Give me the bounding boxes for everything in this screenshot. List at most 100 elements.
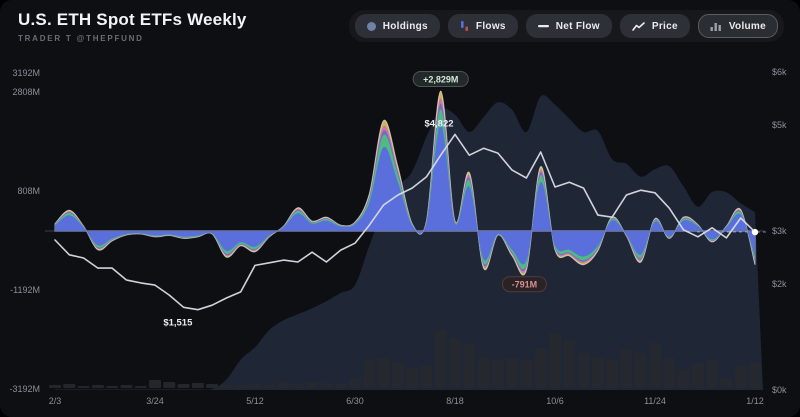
annotation-price-label: $4,822 [424,118,453,129]
volume-bar [134,386,147,388]
left-axis-tick-label: -1192M [10,285,40,295]
volume-bar [577,353,590,388]
volume-bars-icon [710,22,721,31]
volume-bar [291,384,304,388]
volume-bar [406,368,419,388]
volume-bar [363,360,376,388]
volume-bar [663,358,676,388]
price-zigzag-icon [632,21,645,31]
volume-bar [206,384,219,388]
price-toggle-label: Price [651,20,678,32]
holdings-toggle-label: Holdings [382,20,428,32]
flows-toggle-button[interactable]: Flows [447,14,518,38]
price-end-dot [751,228,759,236]
volume-bar [591,358,604,388]
volume-bar [749,363,761,388]
annotations: +2,829M $4,822 -791M $1,515 [163,71,547,329]
page-title: U.S. ETH Spot ETFs Weekly [18,10,247,29]
volume-bar [334,384,347,388]
volume-bar [506,358,519,388]
left-axis-tick-label: 2808M [12,87,40,97]
volume-bar [677,370,690,388]
left-axis-tick-label: 808M [17,186,40,196]
volume-bar [620,350,633,388]
right-axis-labels: $6k $5k $3k $2k $0k [772,67,787,395]
x-axis-tick-label: 11/24 [644,396,666,406]
volume-bar [149,380,161,388]
volume-bar [563,340,576,388]
x-axis-tick-label: 8/18 [446,396,464,406]
volume-bars [49,330,761,388]
volume-bar [391,362,404,388]
netflow-stacked-area [54,90,756,276]
flows-bars-icon [460,20,468,31]
flows-toggle-label: Flows [475,20,506,32]
right-axis-tick-label: $6k [772,67,787,77]
right-axis-tick-label: $0k [772,385,787,395]
annotation-badge-text: -791M [512,279,538,289]
x-axis-tick-label: 2/3 [49,396,62,406]
volume-bar [463,344,476,388]
holdings-toggle-button[interactable]: Holdings [354,14,440,38]
volume-bar [691,363,704,388]
volume-bar [520,360,533,388]
volume-bar [477,358,490,388]
holdings-area [55,95,763,390]
right-axis-tick-label: $3k [772,226,787,236]
netflow-toggle-label: Net Flow [555,20,600,32]
annotation-badge-negative [501,276,547,293]
volume-bar [277,383,290,388]
netflow-toggle-button[interactable]: Net Flow [525,14,612,38]
x-axis-tick-label: 1/12 [746,396,764,406]
right-axis-tick-label: $5k [772,120,787,130]
right-axis-tick-label: $2k [772,279,787,289]
x-axis-tick-label: 6/30 [346,396,364,406]
x-axis-tick-label: 3/24 [146,396,164,406]
header-titles: U.S. ETH Spot ETFs Weekly TRADER T @THEP… [18,10,247,43]
volume-bar [234,385,247,388]
volume-bar [606,360,619,388]
price-toggle-button[interactable]: Price [619,14,690,38]
volume-bar [534,348,547,388]
x-axis-labels: 2/3 3/24 5/12 6/30 8/18 10/6 11/24 1/12 [49,396,764,406]
volume-bar [63,384,76,388]
volume-toggle-button[interactable]: Volume [697,14,778,38]
volume-bar [177,384,190,388]
volume-bar [434,330,447,388]
annotation-badge-positive [412,71,469,87]
chart-header: U.S. ETH Spot ETFs Weekly TRADER T @THEP… [0,0,800,52]
annotation-badge-text: +2,829M [423,74,458,84]
volume-bar [649,343,661,388]
volume-bar [191,383,204,388]
volume-bar [306,382,319,388]
x-axis-tick-label: 5/12 [246,396,264,406]
volume-bar [49,385,61,388]
volume-bar [91,385,104,388]
volume-bar [106,386,119,388]
volume-bar [706,360,719,388]
series-toggle-group: Holdings Flows Net Flow Price [348,10,784,42]
left-axis-labels: 3192M 2808M 808M -1192M -3192M [9,68,40,394]
volume-bar [120,385,133,388]
volume-bar [220,385,233,388]
volume-bar [720,378,733,388]
volume-bar [449,338,461,388]
annotation-price-label: $1,515 [163,318,193,329]
volume-bar [549,333,561,388]
volume-bar [420,366,433,388]
volume-bar [634,353,647,388]
page-subtitle: TRADER T @THEPFUND [18,33,144,43]
x-axis-tick-label: 10/6 [546,396,564,406]
volume-toggle-label: Volume [728,20,766,32]
left-axis-tick-label: 3192M [12,68,40,78]
volume-bar [491,360,504,388]
volume-bar [320,383,333,388]
volume-bar [377,358,390,388]
volume-bar [349,378,361,388]
volume-bar [163,382,176,388]
left-axis-tick-label: -3192M [9,384,40,394]
volume-bar [263,385,276,388]
volume-bar [249,384,261,388]
netflow-dash-icon [537,25,549,28]
